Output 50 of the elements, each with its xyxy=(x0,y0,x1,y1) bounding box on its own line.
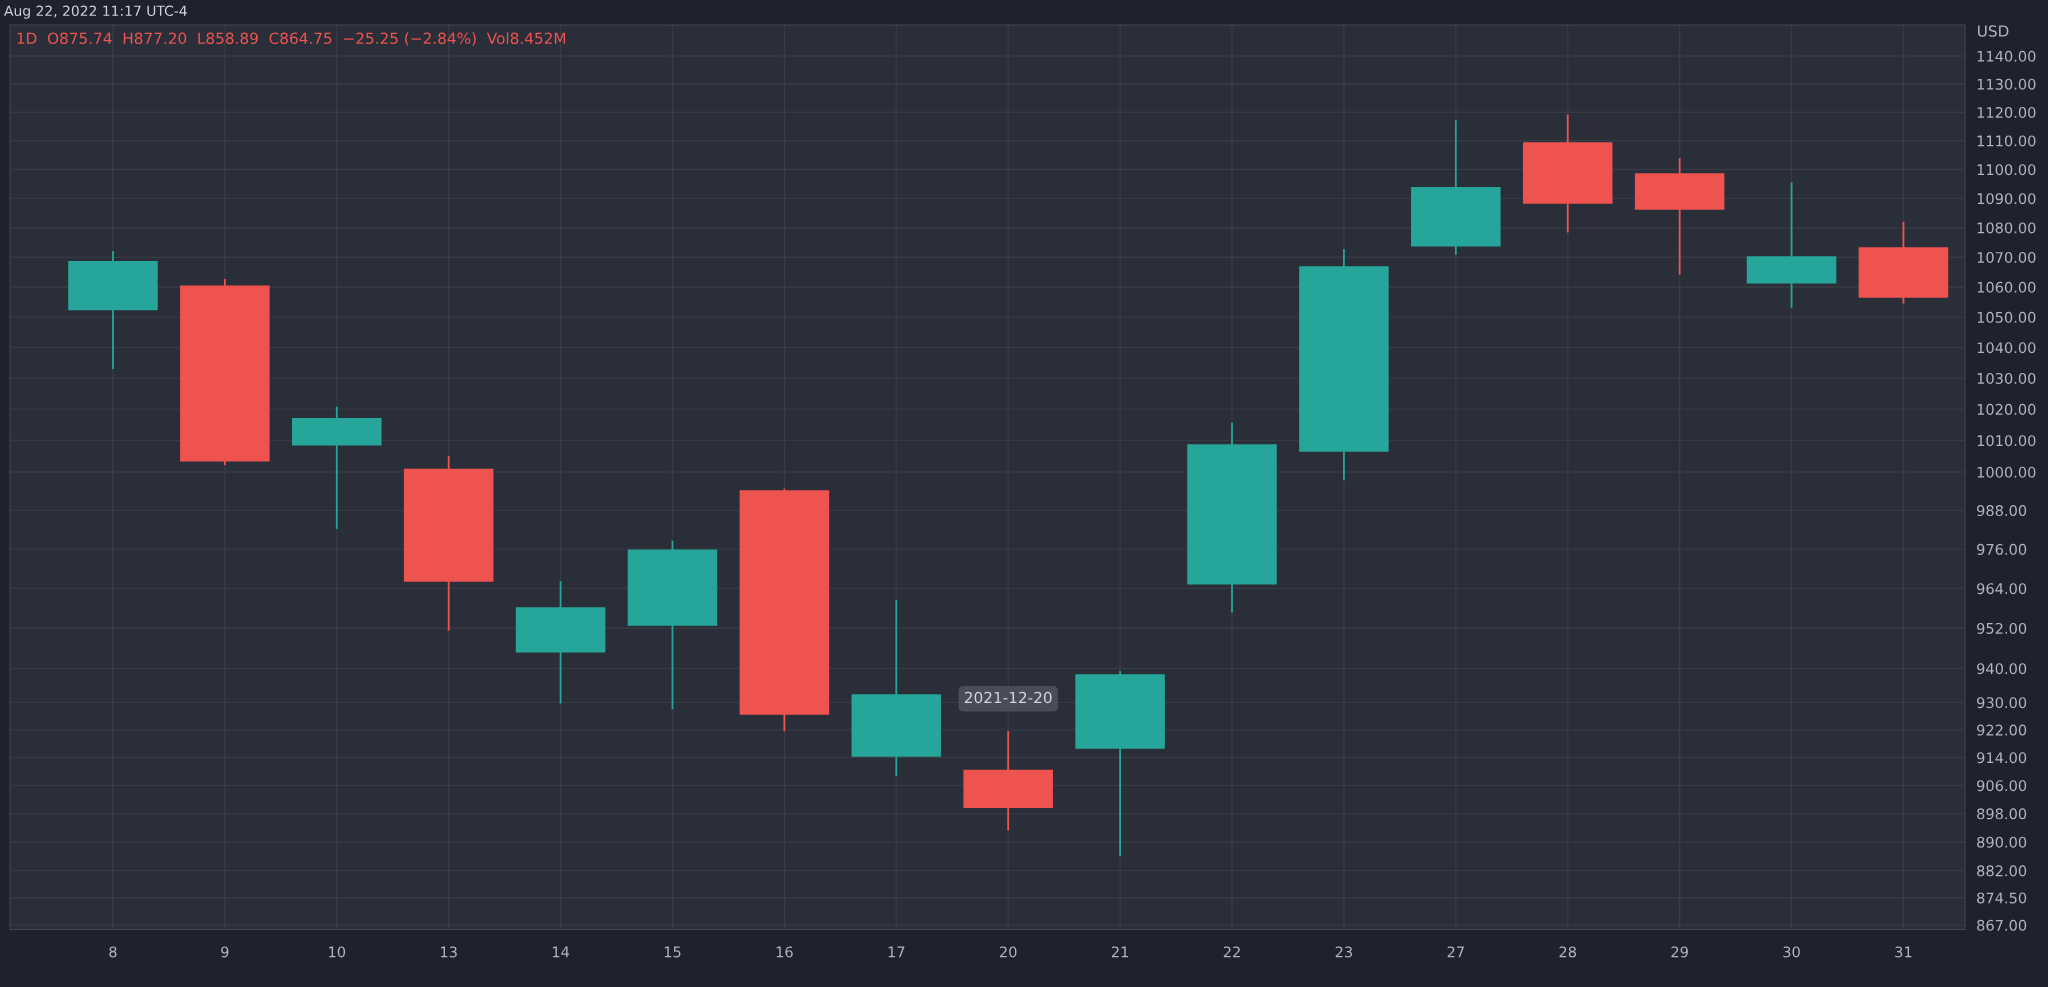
y-tick-label: 1130.00 xyxy=(1977,78,2036,90)
chart-title: 1D O875.74 H877.20 L858.89 C864.75 −25.25 (−2.84%) Vol8.452M xyxy=(17,32,566,46)
x-tick-label: 15 xyxy=(664,946,681,958)
x-tick-label: 22 xyxy=(1223,946,1240,958)
y-tick-label: 1080.00 xyxy=(1977,222,2036,234)
x-tick-label: 9 xyxy=(221,946,229,958)
x-tick-label: 10 xyxy=(329,946,346,958)
y-tick-label: 930.00 xyxy=(1977,697,2027,709)
y-tick-label: 1060.00 xyxy=(1977,281,2036,293)
x-tick-label: 31 xyxy=(1895,946,1912,958)
y-tick-label: 964.00 xyxy=(1977,583,2027,595)
y-tick-label: 906.00 xyxy=(1977,780,2027,792)
y-tick-label: 952.00 xyxy=(1977,622,2027,634)
y-tick-label: 1050.00 xyxy=(1977,311,2036,323)
annotation: 2021-12-20 xyxy=(964,691,1052,704)
y-tick-label: 922.00 xyxy=(1977,724,2027,736)
y-tick-label: 867.00 xyxy=(1977,919,2027,931)
y-tick-label: 890.00 xyxy=(1977,836,2027,848)
x-tick-label: 28 xyxy=(1559,946,1577,958)
x-tick-label: 29 xyxy=(1671,946,1688,958)
x-tick-label: 17 xyxy=(888,946,905,958)
y-tick-label: 1120.00 xyxy=(1977,106,2036,118)
y-tick-label: 1090.00 xyxy=(1977,193,2036,205)
y-tick-label: 914.00 xyxy=(1977,752,2027,764)
x-tick-label: 13 xyxy=(441,946,457,958)
y-tick-label: 882.00 xyxy=(1977,865,2027,877)
x-tick-label: 20 xyxy=(999,946,1017,958)
y-tick-label: 1100.00 xyxy=(1977,164,2036,176)
x-tick-label: 30 xyxy=(1783,946,1800,958)
y-tick-label: 874.50 xyxy=(1977,892,2027,904)
y-tick-label: 1030.00 xyxy=(1977,372,2036,384)
y-tick-label: 1070.00 xyxy=(1977,251,2036,263)
x-tick-label: 14 xyxy=(552,946,570,958)
text: Aug 22, 2022 11:17 UTC-4 xyxy=(4,5,187,19)
y-tick-label: 1140.00 xyxy=(1977,50,2036,62)
y-tick-label: 1000.00 xyxy=(1977,466,2036,478)
y-tick-label: 1040.00 xyxy=(1977,342,2036,354)
y-tick-label: 898.00 xyxy=(1977,808,2027,820)
x-tick-label: 8 xyxy=(109,946,117,958)
y-tick-label: 1020.00 xyxy=(1977,403,2036,415)
y-axis-title: USD xyxy=(1978,25,2009,37)
y-tick-label: 1010.00 xyxy=(1977,435,2036,447)
x-tick-label: 23 xyxy=(1335,946,1353,958)
y-tick-label: 1110.00 xyxy=(1977,135,2036,147)
y-tick-label: 988.00 xyxy=(1977,505,2027,517)
x-tick-label: 16 xyxy=(776,946,793,958)
y-tick-label: 940.00 xyxy=(1977,663,2027,675)
x-tick-label: 21 xyxy=(1111,946,1129,958)
x-tick-label: 27 xyxy=(1447,946,1464,958)
y-tick-label: 976.00 xyxy=(1977,543,2027,555)
